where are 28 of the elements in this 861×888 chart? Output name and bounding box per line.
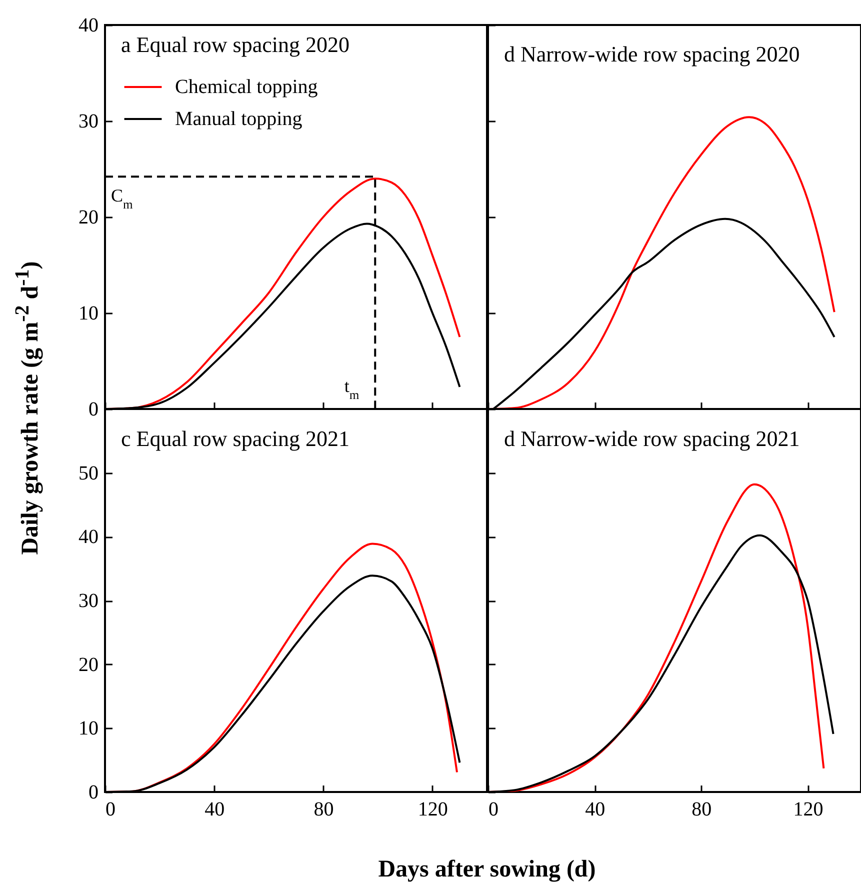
y-tick-label: 10 xyxy=(78,302,98,324)
x-tick-label: 80 xyxy=(692,798,712,820)
x-axis-title: Days after sowing (d) xyxy=(378,856,596,884)
annotation: t$_{m}$ xyxy=(344,376,360,402)
chart-title: a Equal row spacing 2020 xyxy=(121,32,350,57)
x-tick-label: 40 xyxy=(204,798,225,820)
x-tick-label: 80 xyxy=(314,798,334,820)
y-tick-label: 0 xyxy=(88,398,98,420)
y-tick-label: 40 xyxy=(78,526,98,548)
y-tick-label: 10 xyxy=(78,718,98,740)
y-tick-label: 20 xyxy=(78,654,98,676)
y-tick-label: 20 xyxy=(78,206,98,228)
text: d Narrow-wide row spacing 2020 xyxy=(504,41,800,66)
x-tick-label: 0 xyxy=(106,798,116,820)
text: c Equal row spacing 2021 xyxy=(121,426,350,451)
y-tick-label: 30 xyxy=(78,110,98,132)
text: d Narrow-wide row spacing 2021 xyxy=(504,426,800,451)
x-tick-label: 40 xyxy=(585,798,606,820)
x-tick-label: 120 xyxy=(793,798,824,820)
legend-label: Manual topping xyxy=(175,108,302,130)
x-tick-label: 0 xyxy=(488,798,498,820)
y-tick-label: 30 xyxy=(78,590,98,612)
legend-label: Chemical topping xyxy=(175,76,318,98)
y-tick-label: 50 xyxy=(78,462,98,484)
y-tick-label: 0 xyxy=(88,782,98,804)
y-tick-label: 40 xyxy=(78,14,98,36)
x-tick-label: 120 xyxy=(418,798,448,820)
annotation: C$_{m}$ xyxy=(111,186,134,212)
